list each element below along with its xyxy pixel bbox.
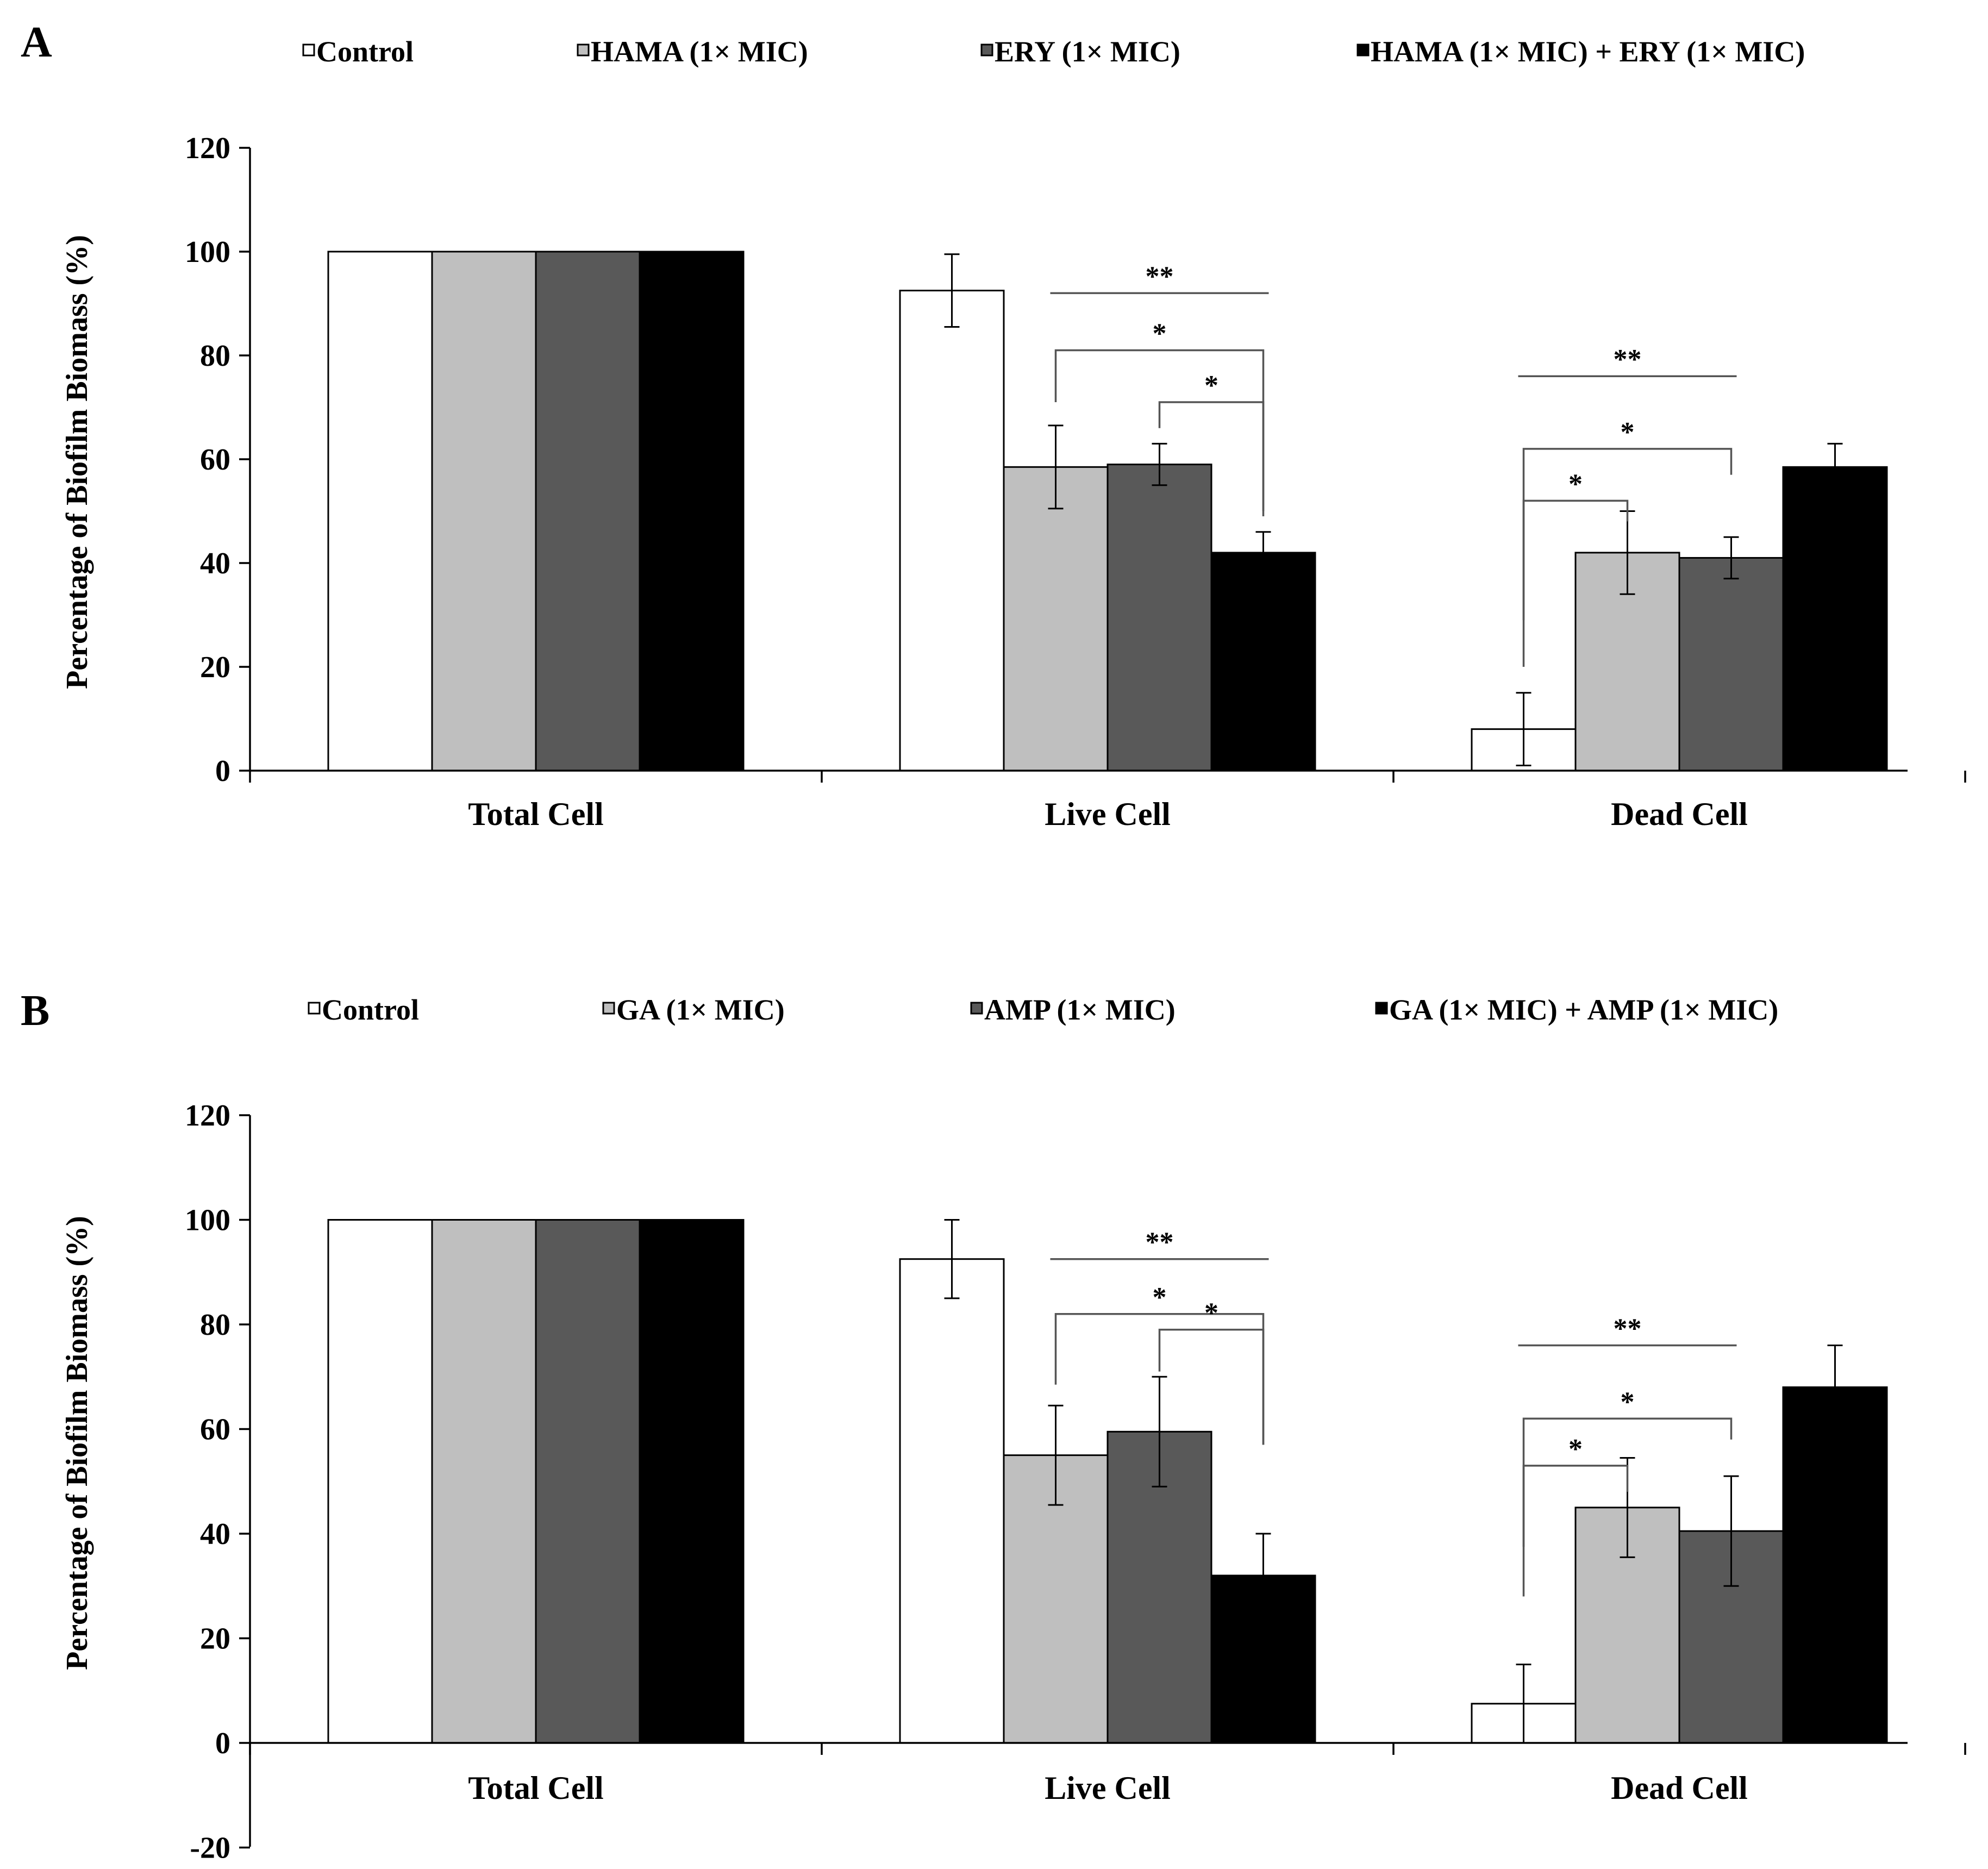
y-axis-label: Percentage of Biofilm Biomass (%) [60, 235, 94, 689]
bar-ery-1-mic--dead-cell [1678, 557, 1784, 772]
legend-label-combination: GA (1× MIC) + AMP (1× MIC) [1389, 993, 1778, 1026]
bar-control-live-cell [899, 1258, 1005, 1744]
y-tick-label: 100 [185, 1204, 230, 1237]
legend: Control GA (1× MIC) AMP (1× MIC) GA (1× … [308, 993, 1778, 1026]
legend-item-ery: ERY (1× MIC) [980, 35, 1180, 68]
y-tick-label: 80 [200, 1308, 230, 1342]
x-tick-label: Dead Cell [1611, 796, 1748, 832]
significance-label: * [1568, 1434, 1583, 1465]
bar-hama-1-mic-ery-1-mic--live-cell [1210, 552, 1316, 772]
y-tick-label: 120 [185, 1099, 230, 1133]
y-tick-label: 0 [215, 1727, 230, 1760]
significance-bracket [1522, 1465, 1629, 1597]
significance-label: * [1621, 417, 1635, 448]
bar-control-total-cell [327, 251, 433, 772]
y-axis-label: Percentage of Biofilm Biomass (%) [60, 1216, 94, 1670]
significance-label: * [1153, 1282, 1167, 1313]
y-tick-label: 20 [200, 651, 230, 684]
y-tick-label: 100 [185, 235, 230, 269]
legend-swatch-control [308, 1002, 321, 1015]
y-tick-label: -20 [190, 1832, 230, 1865]
significance-label: ** [1614, 1314, 1642, 1345]
y-tick-label: 80 [200, 339, 230, 373]
bar-ery-1-mic--total-cell [535, 251, 641, 772]
significance-label: * [1153, 318, 1167, 349]
legend-item-control: Control [302, 35, 414, 68]
bar-hama-1-mic--live-cell [1003, 466, 1109, 772]
bar-control-live-cell [899, 290, 1005, 772]
significance-label: ** [1614, 344, 1642, 375]
panel-a: A Control HAMA (1× MIC) ERY (1× MIC) HAM… [21, 18, 1966, 832]
legend-label-amp: AMP (1× MIC) [984, 993, 1176, 1026]
legend-swatch-hama [577, 43, 590, 57]
legend-label-control: Control [322, 993, 419, 1026]
y-tick-label: 40 [200, 1517, 230, 1551]
significance-bracket [1158, 401, 1265, 511]
y-tick-label: 60 [200, 443, 230, 477]
legend-swatch-ga [602, 1002, 615, 1015]
legend-item-ga: GA (1× MIC) [602, 993, 785, 1026]
bar-amp-1-mic--total-cell [535, 1219, 641, 1744]
panel-label: B [21, 987, 49, 1035]
y-tick-label: 120 [185, 132, 230, 165]
significance-bracket [1158, 1328, 1265, 1445]
significance-label: * [1204, 1298, 1218, 1329]
significance-label: * [1621, 1386, 1635, 1417]
y-tick-label: 20 [200, 1622, 230, 1656]
legend-swatch-amp [970, 1002, 983, 1015]
legend-label-hama: HAMA (1× MIC) [591, 35, 808, 68]
legend-swatch-control [302, 43, 315, 57]
legend-item-combination: GA (1× MIC) + AMP (1× MIC) [1375, 993, 1778, 1026]
significance-label: * [1204, 370, 1218, 401]
legend-swatch-combination [1356, 43, 1370, 57]
x-tick-label: Dead Cell [1611, 1770, 1748, 1806]
y-tick-label: 40 [200, 547, 230, 580]
legend-label-ery: ERY (1× MIC) [995, 35, 1180, 68]
legend-label-ga: GA (1× MIC) [616, 993, 785, 1026]
bar-ery-1-mic--live-cell [1106, 464, 1212, 772]
significance-label: ** [1146, 261, 1174, 292]
legend-label-control: Control [316, 35, 414, 68]
legend-item-amp: AMP (1× MIC) [970, 993, 1176, 1026]
legend-item-hama: HAMA (1× MIC) [577, 35, 808, 68]
panel-label: A [21, 18, 52, 66]
legend-item-control: Control [308, 993, 419, 1026]
x-tick-label: Live Cell [1045, 796, 1171, 832]
bar-ga-1-mic--total-cell [431, 1219, 537, 1744]
x-tick-label: Live Cell [1045, 1770, 1171, 1806]
bar-hama-1-mic-ery-1-mic--total-cell [639, 251, 745, 772]
bar-hama-1-mic-ery-1-mic--dead-cell [1782, 466, 1888, 772]
legend-swatch-combination [1375, 1002, 1388, 1015]
significance-label: ** [1146, 1227, 1174, 1258]
x-tick-label: Total Cell [468, 1770, 603, 1806]
bar-control-total-cell [327, 1219, 433, 1744]
bar-hama-1-mic--total-cell [431, 251, 537, 772]
legend-item-combination: HAMA (1× MIC) + ERY (1× MIC) [1356, 35, 1805, 68]
significance-bracket [1522, 499, 1629, 667]
legend-label-combination: HAMA (1× MIC) + ERY (1× MIC) [1371, 35, 1805, 68]
panel-b: B Control GA (1× MIC) AMP (1× MIC) GA (1… [21, 987, 1966, 1865]
x-tick-label: Total Cell [468, 796, 603, 832]
legend: Control HAMA (1× MIC) ERY (1× MIC) HAMA … [302, 35, 1805, 68]
significance-label: * [1568, 468, 1583, 499]
legend-swatch-ery [980, 43, 993, 57]
bar-ga-1-mic-amp-1-mic--dead-cell [1782, 1386, 1888, 1744]
y-tick-label: 60 [200, 1413, 230, 1447]
y-tick-label: 0 [215, 754, 230, 788]
bar-ga-1-mic-amp-1-mic--total-cell [639, 1219, 745, 1744]
